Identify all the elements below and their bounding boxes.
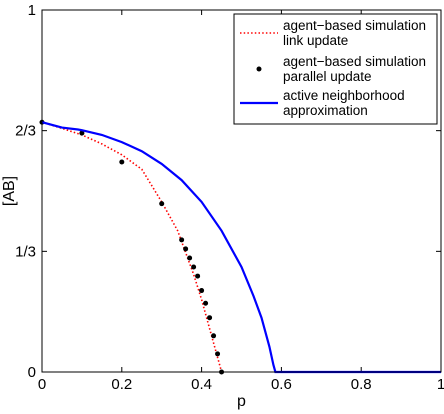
data-point xyxy=(195,273,201,279)
x-tick-label: 0.6 xyxy=(271,376,292,393)
data-point xyxy=(191,264,197,270)
legend-marker xyxy=(256,66,262,72)
data-point xyxy=(119,159,125,165)
legend-label: agent−based simulation xyxy=(283,54,426,69)
data-point xyxy=(211,333,217,339)
x-axis-label: p xyxy=(237,393,246,410)
y-tick-label: 1 xyxy=(28,2,36,19)
data-point xyxy=(179,237,185,243)
data-point xyxy=(215,351,221,357)
series-link-update-line xyxy=(41,121,223,373)
legend-label: agent−based simulation xyxy=(283,18,426,33)
x-tick-label: 0.8 xyxy=(351,376,372,393)
data-point xyxy=(203,300,209,306)
legend-label: parallel update xyxy=(283,69,372,84)
x-tick-label: 0.2 xyxy=(111,376,132,393)
data-point xyxy=(187,255,193,261)
x-tick-label: 0.4 xyxy=(191,376,212,393)
data-point xyxy=(207,315,213,321)
x-tick-label: 0 xyxy=(38,376,46,393)
y-axis-label: [AB] xyxy=(1,176,18,206)
y-tick-label: 1/3 xyxy=(15,243,36,260)
data-point xyxy=(199,288,205,294)
x-tick-label: 1 xyxy=(437,376,444,393)
legend-label: active neighborhood xyxy=(283,88,405,103)
y-tick-label: 2/3 xyxy=(15,123,36,140)
legend-box xyxy=(233,13,438,125)
data-point xyxy=(79,130,85,136)
series-active-neighborhood-line xyxy=(41,121,441,374)
data-point xyxy=(159,201,165,207)
legend-label: approximation xyxy=(283,103,368,118)
series-parallel-update xyxy=(39,119,225,375)
y-tick-label: 0 xyxy=(28,364,36,381)
axes-frame xyxy=(41,9,442,373)
data-point xyxy=(183,246,189,252)
legend-label: link update xyxy=(283,33,348,48)
